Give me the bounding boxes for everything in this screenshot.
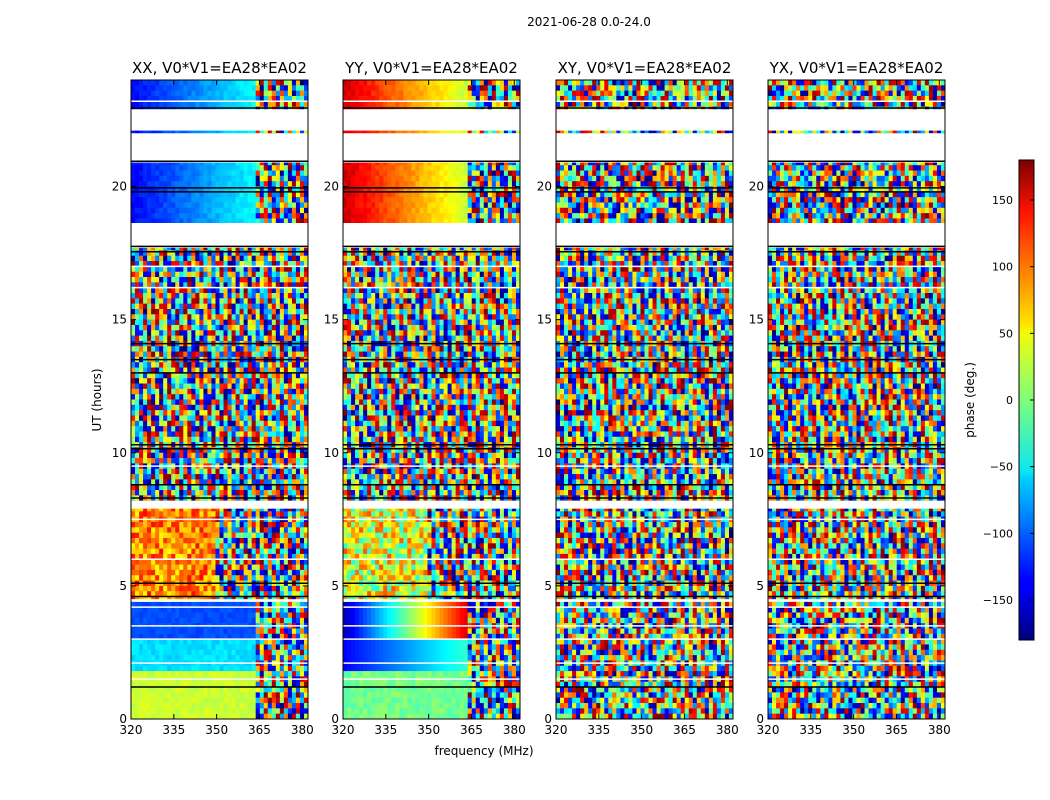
y-axis-label: UT (hours) <box>90 368 104 431</box>
panel-frame <box>555 79 734 720</box>
x-tick-label: 320 <box>545 723 568 737</box>
x-tick-label: 365 <box>673 723 696 737</box>
panel-frame <box>767 79 946 720</box>
y-tick-label: 20 <box>324 180 339 194</box>
colorbar-tick-label: 50 <box>999 327 1013 340</box>
x-tick-label: 365 <box>885 723 908 737</box>
x-tick-label: 380 <box>291 723 314 737</box>
phase-image-xy <box>556 80 733 719</box>
colorbar-tick-label: −100 <box>983 527 1013 540</box>
colorbar-tick-label: 100 <box>992 261 1013 274</box>
colorbar-label: phase (deg.) <box>963 362 977 438</box>
x-tick-label: 350 <box>842 723 865 737</box>
colorbar-tick-label: 0 <box>1006 394 1013 407</box>
x-tick-label: 335 <box>162 723 185 737</box>
y-tick-label: 5 <box>331 579 339 593</box>
y-tick-label: 0 <box>544 712 552 726</box>
phase-image-yx <box>768 80 945 719</box>
x-tick-label: 320 <box>120 723 143 737</box>
phase-image-yy <box>343 80 520 719</box>
y-tick-label: 20 <box>537 180 552 194</box>
x-axis-label: frequency (MHz) <box>434 744 533 758</box>
x-tick-label: 365 <box>460 723 483 737</box>
y-tick-label: 5 <box>544 579 552 593</box>
y-tick-label: 10 <box>324 446 339 460</box>
panel-title: YY, V0*V1=EA28*EA02 <box>344 59 518 77</box>
phase-image-xx <box>131 80 308 719</box>
x-tick-label: 380 <box>716 723 739 737</box>
panel-xy: XY, V0*V1=EA28*EA02 320 335 350 365 380 0 5 10 15… <box>537 59 739 737</box>
x-tick-label: 365 <box>248 723 271 737</box>
y-tick-label: 0 <box>331 712 339 726</box>
x-tick-label: 380 <box>928 723 951 737</box>
y-tick-label: 0 <box>119 712 127 726</box>
y-tick-label: 5 <box>119 579 127 593</box>
y-tick-label: 20 <box>749 180 764 194</box>
panel-yy: YY, V0*V1=EA28*EA02 320 335 350 365 380 0 5 10 15… <box>324 59 526 737</box>
y-tick-label: 10 <box>112 446 127 460</box>
y-tick-label: 10 <box>537 446 552 460</box>
x-tick-label: 380 <box>503 723 526 737</box>
panel-xx: XX, V0*V1=EA28*EA02 320 335 350 365 380 0 5 10 15… <box>112 59 314 737</box>
y-tick-label: 5 <box>756 579 764 593</box>
panel-frame <box>130 79 309 720</box>
colorbar-tick-label: −50 <box>990 461 1013 474</box>
colorbar: 150 100 50 0 −50 −100 −150 phase (deg.) <box>963 159 1035 641</box>
x-tick-label: 350 <box>205 723 228 737</box>
panel-title: XY, V0*V1=EA28*EA02 <box>558 59 732 77</box>
x-tick-label: 350 <box>630 723 653 737</box>
y-tick-label: 20 <box>112 180 127 194</box>
x-tick-label: 335 <box>799 723 822 737</box>
x-tick-label: 350 <box>417 723 440 737</box>
x-tick-label: 335 <box>374 723 397 737</box>
x-tick-label: 320 <box>332 723 355 737</box>
y-tick-label: 10 <box>749 446 764 460</box>
panel-title: YX, V0*V1=EA28*EA02 <box>769 59 944 77</box>
colorbar-tick-label: 150 <box>992 194 1013 207</box>
panel-title: XX, V0*V1=EA28*EA02 <box>132 59 307 77</box>
figure-title: 2021-06-28 0.0-24.0 <box>527 15 651 29</box>
panel-frame <box>342 79 521 720</box>
x-tick-label: 320 <box>757 723 780 737</box>
colorbar-tick-label: −150 <box>983 594 1013 607</box>
x-tick-label: 335 <box>587 723 610 737</box>
y-tick-label: 15 <box>537 313 552 327</box>
y-tick-label: 15 <box>749 313 764 327</box>
y-tick-label: 15 <box>112 313 127 327</box>
y-tick-label: 0 <box>756 712 764 726</box>
panel-yx: YX, V0*V1=EA28*EA02 320 335 350 365 380 0 5 10 15… <box>749 59 951 737</box>
y-tick-label: 15 <box>324 313 339 327</box>
